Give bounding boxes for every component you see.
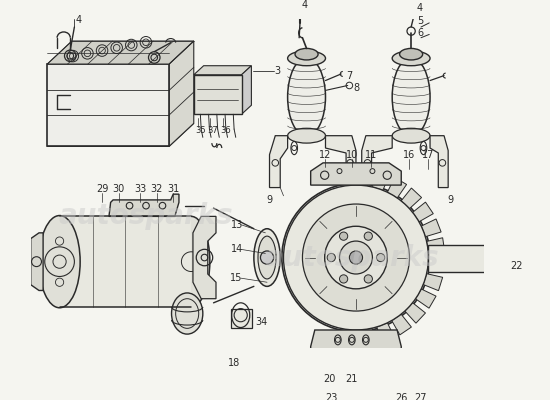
Text: 7: 7 [346, 70, 353, 80]
Bar [47, 64, 169, 146]
Text: 20: 20 [323, 374, 336, 384]
Polygon shape [362, 136, 392, 188]
Ellipse shape [295, 48, 318, 60]
Text: 3: 3 [274, 66, 280, 76]
Polygon shape [423, 274, 443, 291]
Circle shape [283, 185, 428, 330]
Circle shape [339, 232, 348, 240]
Polygon shape [372, 171, 389, 190]
Text: 31: 31 [167, 184, 179, 194]
Ellipse shape [172, 293, 203, 334]
Ellipse shape [400, 48, 422, 60]
Text: 11: 11 [365, 150, 377, 160]
Text: 10: 10 [346, 150, 358, 160]
Polygon shape [377, 323, 394, 343]
Text: 6: 6 [417, 28, 423, 38]
Text: 5: 5 [417, 16, 423, 26]
Polygon shape [47, 123, 194, 146]
Polygon shape [169, 41, 194, 146]
Polygon shape [401, 188, 422, 209]
Ellipse shape [488, 243, 512, 274]
Polygon shape [31, 233, 43, 290]
Polygon shape [193, 216, 216, 299]
Text: 21: 21 [345, 374, 358, 384]
Text: 17: 17 [422, 150, 435, 160]
Circle shape [261, 251, 274, 264]
Circle shape [377, 254, 385, 262]
Bar [194, 75, 241, 114]
Polygon shape [311, 163, 401, 185]
Text: 4: 4 [417, 3, 423, 13]
Ellipse shape [288, 51, 326, 66]
Polygon shape [59, 216, 191, 307]
Polygon shape [109, 194, 179, 216]
Text: 9: 9 [266, 195, 273, 205]
Text: 32: 32 [151, 184, 163, 194]
Ellipse shape [258, 236, 276, 279]
Text: 35: 35 [195, 126, 206, 135]
Polygon shape [412, 202, 433, 222]
Text: 23: 23 [325, 392, 338, 400]
Text: autosparks: autosparks [265, 244, 439, 272]
Polygon shape [415, 289, 436, 308]
Polygon shape [405, 303, 426, 323]
Polygon shape [241, 66, 251, 114]
Bar [231, 308, 252, 328]
Ellipse shape [39, 216, 80, 308]
Polygon shape [194, 66, 251, 75]
Text: 4: 4 [301, 0, 308, 10]
Polygon shape [361, 328, 376, 346]
Text: 8: 8 [354, 83, 360, 93]
Polygon shape [427, 258, 445, 272]
Text: 27: 27 [414, 392, 426, 400]
Polygon shape [387, 178, 406, 198]
Polygon shape [326, 136, 356, 188]
Polygon shape [392, 314, 411, 335]
Circle shape [327, 254, 336, 262]
Text: 12: 12 [318, 150, 331, 160]
Circle shape [339, 241, 372, 274]
Polygon shape [311, 330, 401, 363]
Polygon shape [356, 169, 370, 186]
Polygon shape [270, 136, 288, 188]
Circle shape [349, 251, 362, 264]
Text: 13: 13 [230, 220, 243, 230]
Text: 9: 9 [448, 195, 454, 205]
Ellipse shape [392, 51, 430, 66]
Circle shape [364, 275, 372, 283]
Polygon shape [421, 219, 441, 237]
Text: 14: 14 [230, 244, 243, 254]
Text: 37: 37 [208, 126, 218, 135]
Text: 30: 30 [113, 184, 125, 194]
Ellipse shape [254, 229, 280, 286]
Circle shape [324, 226, 387, 289]
Polygon shape [427, 238, 444, 253]
Text: 18: 18 [228, 358, 240, 368]
Circle shape [282, 184, 430, 332]
Ellipse shape [392, 128, 430, 143]
Polygon shape [430, 136, 448, 188]
Ellipse shape [392, 58, 430, 136]
Polygon shape [428, 245, 500, 272]
Text: 29: 29 [96, 184, 108, 194]
Text: 26: 26 [395, 392, 408, 400]
Ellipse shape [288, 128, 326, 143]
Text: 33: 33 [134, 184, 146, 194]
Ellipse shape [288, 58, 326, 136]
Text: 34: 34 [256, 317, 268, 327]
Circle shape [339, 275, 348, 283]
Ellipse shape [173, 216, 210, 307]
Polygon shape [47, 41, 194, 64]
Text: 22: 22 [510, 261, 522, 271]
Ellipse shape [235, 360, 250, 369]
Circle shape [364, 232, 372, 240]
Circle shape [302, 204, 409, 311]
Text: autosparks: autosparks [59, 202, 233, 230]
Text: 36: 36 [220, 126, 231, 135]
Text: 15: 15 [230, 273, 243, 283]
Text: 16: 16 [403, 150, 416, 160]
Text: 4: 4 [76, 16, 82, 26]
